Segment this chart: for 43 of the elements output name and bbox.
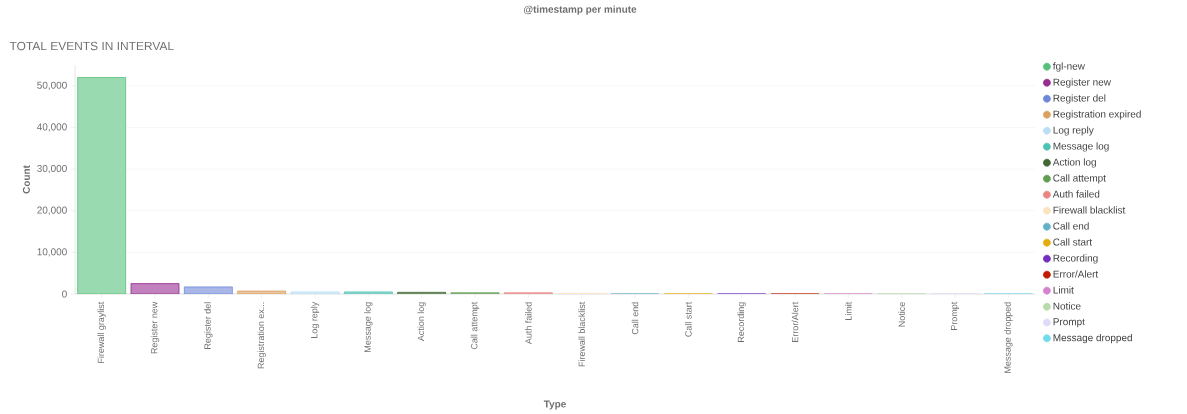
x-tick-label: Message log (364, 302, 373, 352)
y-tick-label: 10,000 (37, 248, 67, 257)
y-tick-label: 40,000 (36, 123, 67, 132)
y-tick-label: 0 (62, 290, 67, 298)
y-axis-title: Count (22, 165, 30, 194)
legend-label: Firewall blacklist (1053, 206, 1126, 214)
x-tick-label: Call attempt (470, 301, 480, 350)
x-tick-label: Action log (417, 302, 426, 342)
chart-subtitle: @timestamp per minute (523, 5, 637, 15)
legend-label: Auth failed (1052, 190, 1100, 198)
x-tick-label: Error/Alert (791, 301, 799, 342)
x-tick-label: Firewall blacklist (578, 301, 585, 367)
x-tick-label: Prompt (950, 301, 960, 330)
x-tick-label: Message dropped (1004, 302, 1013, 373)
chart-title: TOTAL EVENTS IN INTERVAL (9, 41, 174, 51)
legend-label: Call end (1053, 222, 1089, 230)
x-tick-label: Log reply (310, 301, 320, 338)
legend-label: Register new (1053, 78, 1111, 88)
legend-label: Log reply (1053, 126, 1094, 136)
legend-label: Message log (1053, 142, 1109, 152)
x-tick-label: Call end (631, 302, 639, 335)
x-tick-label: Recording (737, 302, 746, 342)
legend-label: Recording (1053, 254, 1098, 264)
legend-label: Action log (1052, 158, 1096, 168)
x-tick-label: Call start (685, 301, 692, 337)
x-tick-label: Registration ex... (257, 302, 266, 369)
y-tick-label: 20,000 (37, 206, 67, 215)
legend-label: fgl-new (1052, 62, 1085, 72)
legend-label: Call attempt (1053, 174, 1106, 184)
x-axis-title: Type (543, 400, 566, 410)
legend-label: Registration expired (1053, 110, 1141, 120)
x-tick-label: Register new (150, 301, 160, 354)
legend-label: Register del (1053, 94, 1106, 104)
x-tick-label: Notice (898, 302, 905, 327)
x-tick-label: Auth failed (525, 302, 532, 345)
legend-label: Call start (1053, 238, 1093, 246)
x-tick-label: Limit (845, 301, 852, 320)
y-tick-label: 50,000 (37, 81, 67, 90)
legend-label: Error/Alert (1053, 270, 1099, 278)
legend-label: Limit (1053, 286, 1074, 294)
x-tick-label: Register del (204, 302, 213, 349)
x-tick-label: Firewall graylist (97, 301, 106, 363)
y-tick-label: 30,000 (37, 164, 67, 174)
